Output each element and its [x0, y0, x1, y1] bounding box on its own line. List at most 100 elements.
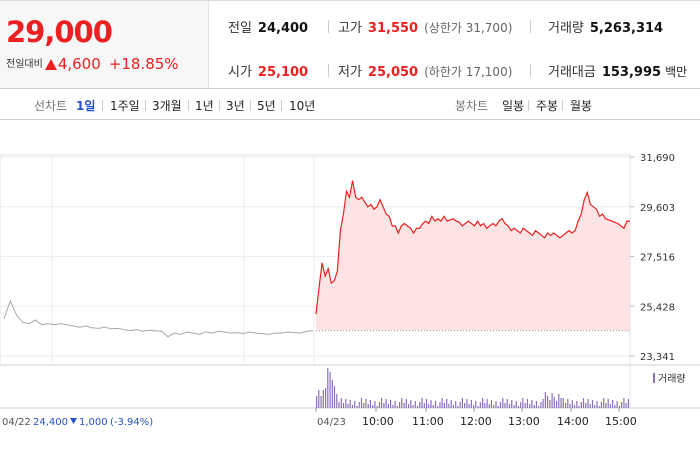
divider: [281, 100, 282, 111]
volume-bar: [428, 404, 430, 408]
stat-value: 31,550: [367, 21, 419, 36]
volume-bar: [333, 386, 336, 408]
volume-bar: [401, 398, 403, 408]
candle-daily[interactable]: 일봉: [502, 99, 525, 113]
volume-bar: [535, 401, 537, 408]
stat-label: 고가: [338, 21, 362, 36]
volume-bar: [470, 400, 472, 408]
volume-bar: [506, 399, 508, 408]
volume-bar: [336, 394, 338, 408]
volume-bar: [459, 402, 461, 408]
divider: [528, 100, 529, 111]
period-3y[interactable]: 3년: [226, 99, 245, 113]
volume-bar: [340, 398, 342, 408]
period-10y[interactable]: 10년: [289, 99, 316, 113]
volume-bar: [495, 401, 497, 408]
x-tick-label: 12:00: [460, 415, 492, 428]
volume-bar: [544, 392, 546, 408]
candle-monthly[interactable]: 월봉: [570, 99, 593, 113]
volume-bar: [423, 403, 425, 408]
lower-limit: (하한가 17,100): [424, 65, 513, 79]
divider: [328, 64, 329, 77]
volume-bar: [585, 403, 587, 408]
volume-bar: [558, 394, 560, 408]
volume-bar: [517, 406, 520, 408]
prev-date-label: 04/22: [2, 417, 31, 428]
volume-bar: [477, 406, 479, 408]
today-area-fill: [316, 180, 630, 331]
volume-bar: [609, 404, 611, 408]
price-box: 29,000 전일대비 4,600 +18.85%: [0, 1, 209, 89]
y-tick-label: 23,341: [640, 352, 675, 363]
volume-bar: [464, 403, 466, 408]
divider: [250, 100, 251, 111]
volume-bar: [612, 400, 614, 408]
volume-bar: [479, 402, 481, 408]
volume-bar: [394, 401, 396, 408]
volume-bar: [524, 403, 526, 408]
x-tick-label: 14:00: [557, 415, 589, 428]
volume-bar: [419, 402, 421, 408]
volume-bar: [399, 402, 401, 408]
x-tick-label: 11:00: [412, 415, 444, 428]
stat-value: 5,263,314: [589, 21, 664, 36]
volume-bar: [511, 400, 513, 408]
period-1y[interactable]: 1년: [195, 99, 214, 113]
volume-bar: [569, 404, 571, 408]
divider: [530, 64, 531, 77]
volume-bar: [573, 405, 576, 408]
volume-bar: [349, 400, 351, 408]
volume-bar: [318, 390, 320, 408]
volume-bar: [589, 404, 591, 408]
volume-bar: [497, 406, 499, 408]
period-1d[interactable]: 1일: [76, 99, 96, 113]
volume-bar: [614, 405, 616, 408]
volume-bar: [488, 404, 490, 408]
period-3m[interactable]: 3개월: [152, 99, 182, 113]
volume-bar: [383, 403, 385, 408]
volume-bar: [452, 405, 454, 408]
volume-bar: [327, 368, 329, 408]
volume-bar: [513, 405, 515, 408]
volume-bar: [392, 405, 394, 408]
stat-value: 153,995: [601, 65, 662, 80]
divider: [562, 100, 563, 111]
volume-bar: [374, 401, 376, 408]
divider: [188, 100, 189, 111]
candle-weekly[interactable]: 주봉: [536, 99, 559, 113]
volume-bar: [403, 403, 405, 408]
volume-bar: [540, 402, 542, 408]
volume-bar: [616, 401, 618, 408]
volume-bar: [571, 400, 573, 408]
volume-bar: [542, 399, 544, 408]
volume-bar: [329, 372, 331, 408]
volume-bar: [342, 403, 345, 408]
period-5y[interactable]: 5년: [257, 99, 276, 113]
volume-bar: [376, 406, 378, 408]
divider: [219, 100, 220, 111]
volume-bar: [446, 399, 448, 408]
volume-bar: [331, 380, 333, 408]
volume-bar: [434, 401, 437, 408]
volume-bar: [520, 402, 522, 408]
volume-bar: [582, 398, 585, 408]
price-chart[interactable]: 31,690 29,603 27,516 25,428 23,341 거래량 10:00…: [0, 120, 700, 450]
volume-bar: [421, 398, 423, 408]
volume-bar: [338, 402, 340, 408]
volume-bar: [441, 398, 443, 408]
period-1w[interactable]: 1주일: [110, 99, 140, 113]
chart-toolbar: 선차트 1일 1주일 3개월 1년 3년 5년 10년 봉차트 일봉 주봉 월봉: [0, 88, 700, 120]
volume-bar: [547, 396, 549, 408]
divider: [530, 20, 531, 33]
volume-bar: [450, 400, 452, 408]
volume-bar: [390, 400, 392, 408]
volume-bar: [372, 405, 374, 408]
stat-label: 시가: [228, 65, 252, 80]
volume-bar: [594, 405, 596, 408]
volume-bars: [316, 368, 629, 408]
volume-bar: [490, 400, 493, 408]
volume-bar: [325, 388, 327, 408]
volume-bar: [363, 403, 365, 408]
volume-bar: [347, 404, 349, 408]
volume-bar: [385, 399, 387, 408]
